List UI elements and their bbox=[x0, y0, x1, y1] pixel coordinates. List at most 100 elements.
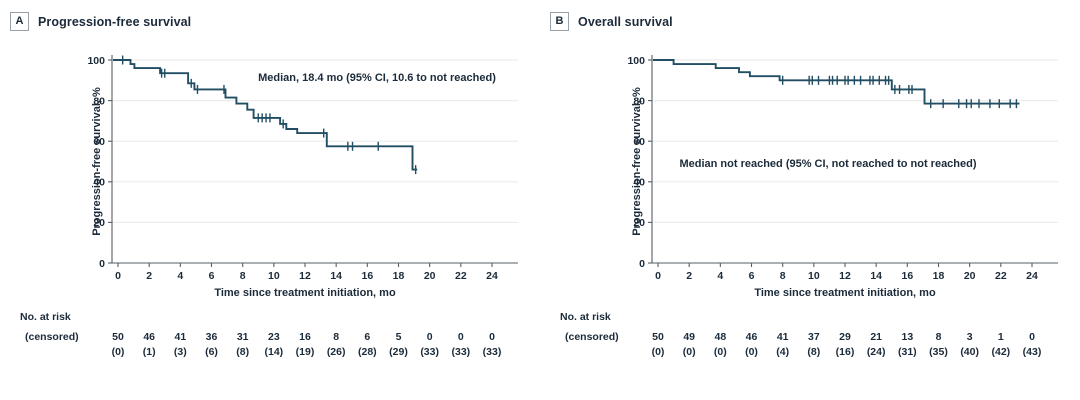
y-tick-label: 100 bbox=[627, 55, 645, 67]
risk-censored-count: (42) bbox=[991, 346, 1010, 358]
risk-count: 41 bbox=[777, 331, 789, 343]
x-tick-label: 16 bbox=[901, 270, 913, 282]
risk-censored-count: (4) bbox=[776, 346, 789, 358]
panel-progression-free-survival: A Progression-free survival 0 20 40 60 80 100… bbox=[10, 12, 518, 358]
risk-table-label: No. at risk bbox=[20, 311, 71, 323]
x-tick-label: 4 bbox=[717, 270, 723, 282]
risk-censored-count: (0) bbox=[652, 346, 665, 358]
median-annotation: Median, 18.4 mo (95% CI, 10.6 to not rea… bbox=[258, 72, 496, 84]
risk-table-label: No. at risk bbox=[560, 311, 611, 323]
y-tick-label: 100 bbox=[87, 55, 105, 67]
y-axis-title: Progression-free survival, % bbox=[91, 87, 103, 236]
axes bbox=[111, 55, 518, 264]
risk-count: 49 bbox=[683, 331, 695, 343]
y-tick-label: 0 bbox=[639, 258, 645, 270]
risk-count: 0 bbox=[489, 331, 495, 343]
panel-b-header: B Overall survival bbox=[550, 12, 673, 31]
y-axis: 0 20 40 60 80 100 bbox=[87, 55, 112, 270]
x-tick-label: 0 bbox=[655, 270, 661, 282]
km-curve bbox=[653, 59, 1020, 105]
km-curve bbox=[113, 59, 418, 171]
risk-censored-count: (24) bbox=[867, 346, 886, 358]
risk-censored-count: (0) bbox=[714, 346, 727, 358]
risk-censored-count: (0) bbox=[112, 346, 125, 358]
risk-count: 41 bbox=[174, 331, 186, 343]
risk-count: 50 bbox=[652, 331, 664, 343]
risk-table: No. at risk (censored) 50 (0) 49 (0) 48 (0) 46 (0… bbox=[560, 311, 1041, 358]
y-axis-title: Progression-free survival, % bbox=[631, 87, 643, 236]
censor-marks bbox=[121, 55, 417, 175]
x-axis: 0 2 4 6 8 10 12 14 16 18 20 22 24 bbox=[655, 263, 1038, 282]
risk-censored-count: (0) bbox=[745, 346, 758, 358]
y-tick-label: 20 bbox=[93, 217, 105, 229]
risk-censored-count: (8) bbox=[236, 346, 249, 358]
risk-censored-count: (35) bbox=[929, 346, 948, 358]
risk-count: 8 bbox=[936, 331, 942, 343]
x-axis-title: Time since treatment initiation, mo bbox=[754, 287, 936, 299]
risk-count: 1 bbox=[998, 331, 1004, 343]
risk-censored-count: (33) bbox=[451, 346, 470, 358]
risk-count: 37 bbox=[808, 331, 820, 343]
x-tick-label: 24 bbox=[1026, 270, 1038, 282]
risk-count: 31 bbox=[237, 331, 249, 343]
censor-marks bbox=[781, 75, 1018, 109]
panel-a-letter-badge: A bbox=[10, 12, 29, 31]
y-tick-label: 40 bbox=[633, 177, 645, 189]
risk-table: No. at risk(censored) 50(0)46(1)41(3)36(6… bbox=[20, 311, 501, 358]
y-tick-label: 80 bbox=[633, 95, 645, 107]
x-tick-label: 22 bbox=[995, 270, 1007, 282]
risk-censored-count: (29) bbox=[389, 346, 408, 358]
x-tick-label: 24 bbox=[486, 270, 498, 282]
panel-b-letter-badge: B bbox=[550, 12, 569, 31]
risk-count: 46 bbox=[746, 331, 758, 343]
risk-count: 0 bbox=[458, 331, 464, 343]
risk-count: 0 bbox=[1029, 331, 1035, 343]
median-annotation: Median not reached (95% CI, not reached … bbox=[679, 158, 976, 170]
risk-censored-count: (26) bbox=[327, 346, 346, 358]
gridlines bbox=[652, 59, 1058, 223]
panel-b-title: Overall survival bbox=[578, 14, 673, 29]
risk-censored-count: (28) bbox=[358, 346, 377, 358]
y-tick-label: 60 bbox=[633, 136, 645, 148]
x-tick-label: 14 bbox=[870, 270, 882, 282]
x-tick-label: 18 bbox=[933, 270, 945, 282]
risk-censored-count: (1) bbox=[143, 346, 156, 358]
x-tick-label: 14 bbox=[330, 270, 342, 282]
risk-count: 5 bbox=[396, 331, 402, 343]
risk-table-sublabel: (censored) bbox=[565, 331, 619, 343]
panel-overall-survival: B Overall survival 0 20 40 60 80 100 0 2 4 6 8 10 12… bbox=[540, 0, 1080, 400]
gridlines bbox=[112, 59, 518, 223]
risk-count: 8 bbox=[333, 331, 339, 343]
risk-censored-count: (43) bbox=[1023, 346, 1042, 358]
y-tick-label: 80 bbox=[93, 95, 105, 107]
x-tick-label: 20 bbox=[964, 270, 976, 282]
x-tick-label: 18 bbox=[393, 270, 405, 282]
panel-a-header: A Progression-free survival bbox=[10, 12, 191, 31]
x-tick-label: 22 bbox=[455, 270, 467, 282]
risk-count: 6 bbox=[364, 331, 370, 343]
x-tick-label: 10 bbox=[268, 270, 280, 282]
x-axis-title: Time since treatment initiation, mo bbox=[214, 287, 396, 299]
y-tick-label: 60 bbox=[93, 136, 105, 148]
x-axis: 0 2 4 6 8 10 12 14 16 18 20 22 24 bbox=[115, 263, 498, 282]
risk-censored-count: (6) bbox=[205, 346, 218, 358]
risk-count: 23 bbox=[268, 331, 280, 343]
x-tick-label: 12 bbox=[299, 270, 311, 282]
risk-censored-count: (33) bbox=[420, 346, 439, 358]
risk-count: 50 bbox=[112, 331, 124, 343]
y-axis: 0 20 40 60 80 100 bbox=[627, 55, 652, 270]
y-tick-label: 20 bbox=[633, 217, 645, 229]
risk-count: 16 bbox=[299, 331, 311, 343]
risk-censored-count: (3) bbox=[174, 346, 187, 358]
risk-count: 36 bbox=[206, 331, 218, 343]
panel-a-title: Progression-free survival bbox=[38, 14, 192, 29]
x-tick-label: 16 bbox=[361, 270, 373, 282]
risk-censored-count: (14) bbox=[264, 346, 283, 358]
risk-censored-count: (19) bbox=[296, 346, 315, 358]
x-tick-label: 2 bbox=[686, 270, 692, 282]
risk-censored-count: (0) bbox=[683, 346, 696, 358]
x-tick-label: 0 bbox=[115, 270, 121, 282]
risk-censored-count: (31) bbox=[898, 346, 917, 358]
x-tick-label: 8 bbox=[240, 270, 246, 282]
